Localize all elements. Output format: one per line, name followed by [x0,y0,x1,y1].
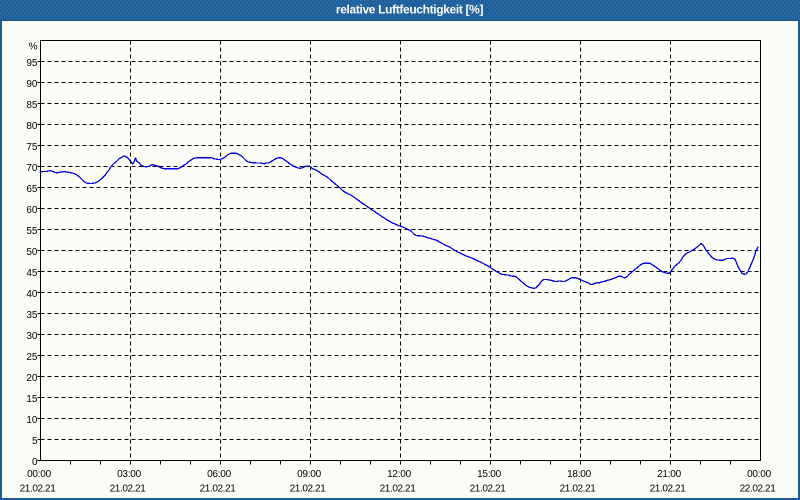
svg-text:60: 60 [26,205,38,216]
svg-text:85: 85 [26,100,38,111]
svg-text:95: 95 [26,58,38,69]
svg-text:03:00: 03:00 [117,469,141,480]
svg-text:15:00: 15:00 [477,469,501,480]
svg-text:21.02.21: 21.02.21 [110,484,147,495]
svg-text:35: 35 [26,310,38,321]
svg-text:70: 70 [26,163,38,174]
svg-text:90: 90 [26,79,38,90]
svg-text:0: 0 [32,457,38,468]
svg-text:65: 65 [26,184,38,195]
svg-text:21.02.21: 21.02.21 [560,484,597,495]
svg-text:40: 40 [26,289,38,300]
svg-text:21.02.21: 21.02.21 [650,484,687,495]
svg-text:21:00: 21:00 [657,469,681,480]
svg-text:%: % [29,42,38,53]
svg-text:75: 75 [26,142,38,153]
svg-text:22.02.21: 22.02.21 [740,484,777,495]
svg-text:18:00: 18:00 [567,469,591,480]
svg-text:21.02.21: 21.02.21 [470,484,507,495]
svg-text:20: 20 [26,373,38,384]
svg-text:12:00: 12:00 [387,469,411,480]
svg-text:55: 55 [26,226,38,237]
svg-text:21.02.21: 21.02.21 [20,484,57,495]
svg-text:15: 15 [26,394,38,405]
svg-text:00:00: 00:00 [27,469,51,480]
svg-text:21.02.21: 21.02.21 [380,484,417,495]
svg-text:5: 5 [32,436,38,447]
svg-text:09:00: 09:00 [297,469,321,480]
svg-text:80: 80 [26,121,38,132]
svg-text:21.02.21: 21.02.21 [290,484,327,495]
svg-text:45: 45 [26,268,38,279]
svg-text:21.02.21: 21.02.21 [200,484,237,495]
svg-text:10: 10 [26,415,38,426]
svg-text:relative Luftfeuchtigkeit [%]: relative Luftfeuchtigkeit [%] [336,3,484,17]
svg-text:30: 30 [26,331,38,342]
svg-text:25: 25 [26,352,38,363]
svg-text:00:00: 00:00 [747,469,771,480]
svg-text:50: 50 [26,247,38,258]
svg-text:06:00: 06:00 [207,469,231,480]
